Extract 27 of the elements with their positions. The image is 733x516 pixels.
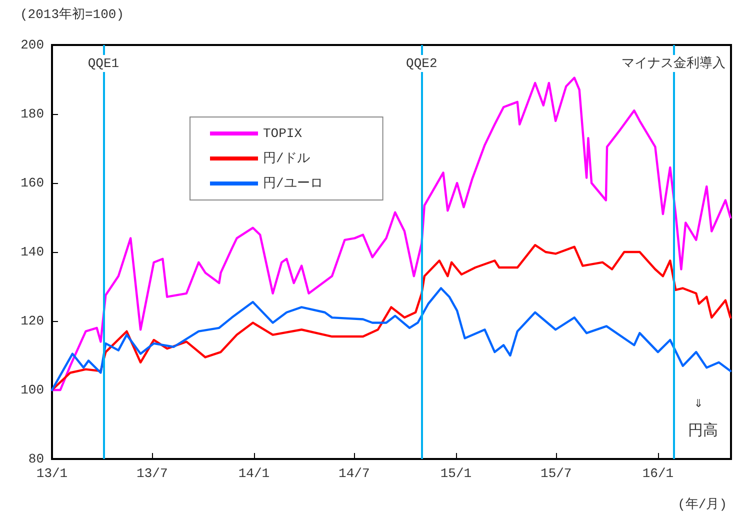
line-series bbox=[50, 76, 732, 392]
line-series bbox=[50, 287, 732, 392]
y-tick-label: 180 bbox=[20, 106, 44, 122]
x-tick-label: 16/1 bbox=[642, 466, 674, 481]
y-tick-label: 140 bbox=[20, 244, 44, 260]
y-tick-label: 200 bbox=[20, 38, 44, 52]
x-tick-label: 14/7 bbox=[338, 466, 370, 481]
x-tick-label: 15/1 bbox=[440, 466, 472, 481]
ref-line-label: QQE2 bbox=[406, 56, 438, 71]
x-tick-label: 13/1 bbox=[36, 466, 68, 481]
y-tick-label: 80 bbox=[28, 452, 44, 466]
ref-line-label: マイナス金利導入 bbox=[621, 56, 726, 71]
line-series bbox=[50, 244, 732, 392]
legend-label: TOPIX bbox=[263, 126, 302, 141]
ref-line-label: QQE1 bbox=[88, 56, 120, 71]
x-tick-label: 14/1 bbox=[238, 466, 270, 481]
y-tick-label: 160 bbox=[20, 176, 44, 190]
x-tick-label: 13/7 bbox=[136, 466, 168, 481]
y-tick-label: 100 bbox=[20, 382, 44, 398]
annotation: ⇓ bbox=[694, 395, 704, 412]
y-tick-label: 120 bbox=[20, 314, 44, 328]
annotation: 円高 bbox=[688, 422, 718, 440]
x-tick-label: 15/7 bbox=[540, 466, 572, 481]
y-axis-title: (2013年初=100) bbox=[20, 7, 124, 22]
x-axis-title: (年/月) bbox=[678, 497, 727, 512]
legend-label: 円/ユーロ bbox=[263, 176, 323, 191]
legend-label: 円/ドル bbox=[263, 151, 310, 166]
